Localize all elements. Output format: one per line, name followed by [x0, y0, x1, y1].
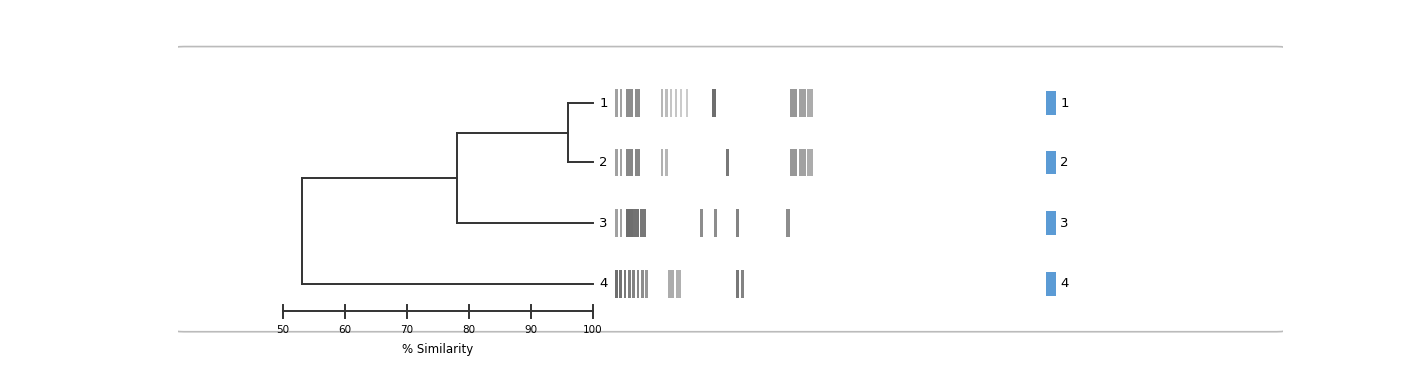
Bar — [626, 89, 633, 117]
Bar — [619, 209, 622, 237]
Bar — [626, 209, 633, 237]
Bar — [640, 209, 646, 237]
Bar — [1045, 272, 1055, 296]
Text: 2: 2 — [1060, 156, 1068, 169]
Bar — [790, 149, 797, 176]
Bar — [676, 89, 677, 117]
Bar — [786, 209, 790, 237]
Text: 50: 50 — [277, 324, 289, 335]
Bar — [627, 270, 630, 298]
Text: 3: 3 — [1060, 217, 1068, 230]
Text: 4: 4 — [599, 277, 607, 291]
Bar — [635, 89, 640, 117]
Bar — [799, 89, 806, 117]
Bar — [790, 89, 797, 117]
Text: 60: 60 — [338, 324, 352, 335]
Text: 100: 100 — [583, 324, 603, 335]
Bar — [1045, 151, 1055, 174]
Bar — [619, 89, 622, 117]
Bar — [666, 149, 667, 176]
Text: 2: 2 — [599, 156, 607, 169]
Bar — [736, 209, 739, 237]
Text: 1: 1 — [1060, 97, 1068, 109]
Bar — [619, 149, 622, 176]
Bar — [636, 270, 639, 298]
Bar — [642, 270, 643, 298]
Bar — [619, 270, 622, 298]
Bar — [615, 270, 617, 298]
FancyBboxPatch shape — [173, 47, 1288, 332]
Bar — [615, 149, 617, 176]
Bar — [669, 270, 674, 298]
Bar — [635, 149, 640, 176]
Text: % Similarity: % Similarity — [402, 343, 473, 356]
Bar — [676, 270, 682, 298]
Bar — [660, 149, 663, 176]
Text: 70: 70 — [401, 324, 414, 335]
Bar — [726, 149, 729, 176]
Bar — [807, 149, 813, 176]
Bar — [670, 89, 673, 117]
Bar — [807, 89, 813, 117]
Bar — [660, 89, 663, 117]
Bar — [623, 270, 626, 298]
Bar — [799, 149, 806, 176]
Bar — [632, 270, 635, 298]
Bar — [615, 209, 617, 237]
Bar — [736, 270, 739, 298]
Bar — [633, 209, 639, 237]
Bar — [686, 89, 687, 117]
Bar — [712, 89, 716, 117]
Text: 3: 3 — [599, 217, 607, 230]
Text: 90: 90 — [525, 324, 538, 335]
Text: 80: 80 — [462, 324, 475, 335]
Text: 4: 4 — [1060, 277, 1068, 291]
Bar — [700, 209, 703, 237]
Bar — [1045, 211, 1055, 235]
Bar — [714, 209, 717, 237]
Bar — [615, 89, 617, 117]
Bar — [626, 149, 633, 176]
Bar — [680, 89, 683, 117]
Bar — [666, 89, 667, 117]
Text: 1: 1 — [599, 97, 607, 109]
Bar — [646, 270, 649, 298]
Bar — [1045, 91, 1055, 115]
Bar — [742, 270, 744, 298]
